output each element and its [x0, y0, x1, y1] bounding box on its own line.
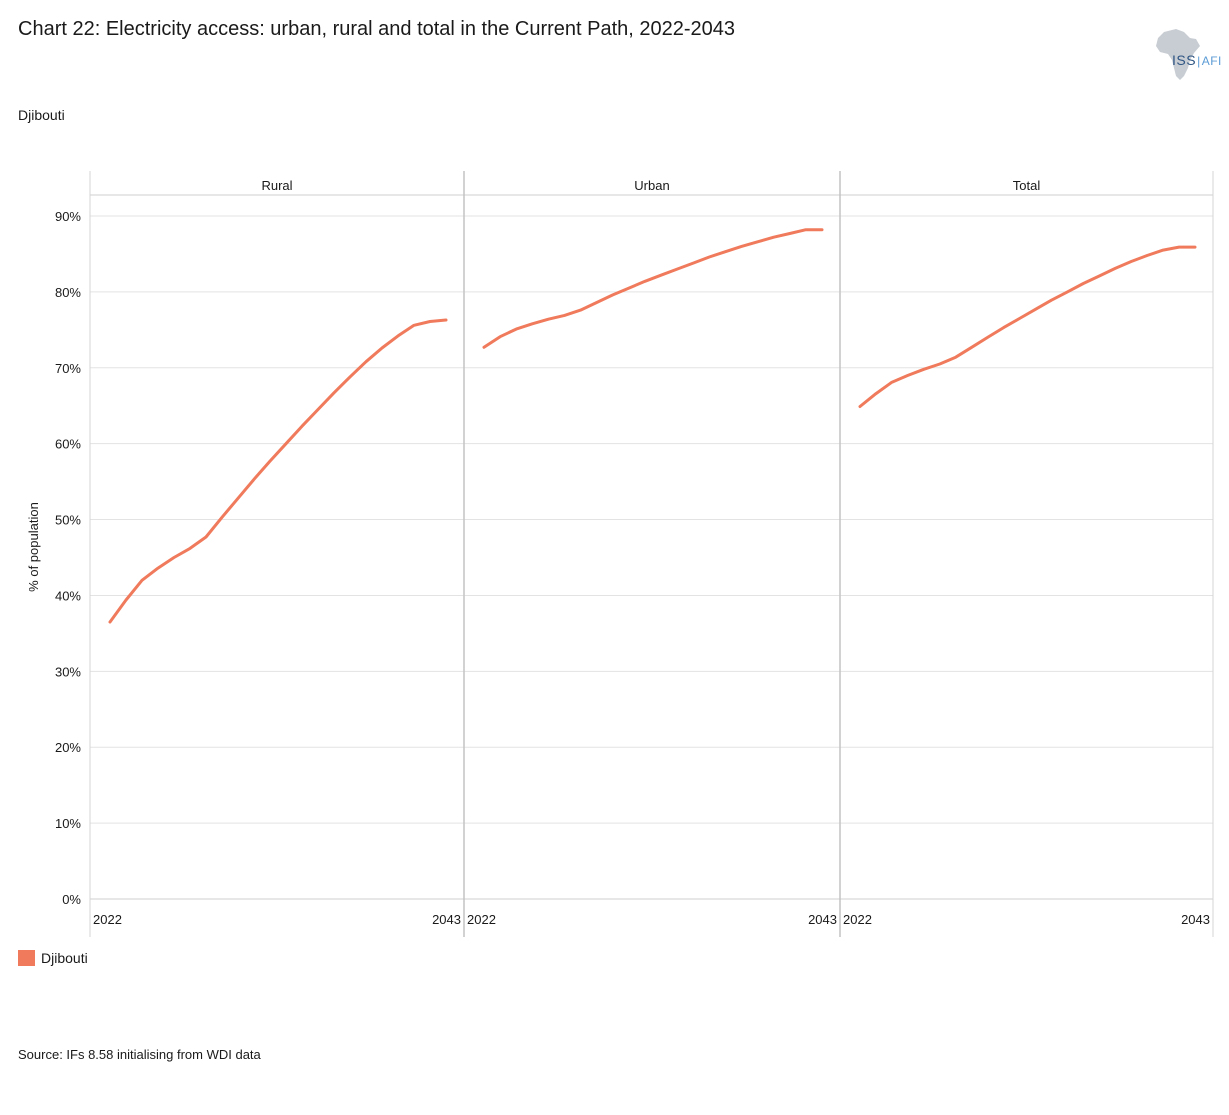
- series-line-total: [858, 245, 1197, 408]
- y-tick-label: 40%: [55, 588, 81, 603]
- y-axis-label: % of population: [26, 502, 41, 592]
- y-tick-label: 60%: [55, 437, 81, 452]
- legend-swatch: [18, 950, 35, 966]
- panel-title-urban: Urban: [634, 178, 669, 193]
- y-tick-label: 80%: [55, 285, 81, 300]
- y-tick-label: 90%: [55, 209, 81, 224]
- series-line-rural: [108, 318, 448, 624]
- panel-title-total: Total: [1013, 178, 1041, 193]
- logo-suffix-text: AFI: [1201, 54, 1222, 68]
- series-line-urban: [482, 228, 824, 349]
- x-tick-label: 2043: [432, 912, 461, 927]
- y-tick-label: 50%: [55, 513, 81, 528]
- x-tick-label: 2022: [467, 912, 496, 927]
- x-tick-label: 2022: [93, 912, 122, 927]
- panel-title-rural: Rural: [261, 178, 292, 193]
- y-tick-label: 70%: [55, 361, 81, 376]
- y-tick-label: 20%: [55, 740, 81, 755]
- chart-subtitle: Djibouti: [18, 107, 65, 123]
- x-tick-label: 2043: [1181, 912, 1210, 927]
- chart-area: 0% 10% 20% 30% 40% 50% 60% 70% 80% 90% % of popula…: [26, 171, 1214, 937]
- logo-iss-text: ISS: [1172, 52, 1197, 68]
- legend-label: Djibouti: [41, 950, 88, 966]
- y-tick-label: 0%: [62, 892, 81, 907]
- x-tick-label: 2043: [808, 912, 837, 927]
- legend: Djibouti: [18, 950, 88, 966]
- y-tick-label: 30%: [55, 664, 81, 679]
- y-tick-label: 10%: [55, 816, 81, 831]
- chart-title: Chart 22: Electricity access: urban, rur…: [18, 18, 736, 40]
- x-tick-label: 2022: [843, 912, 872, 927]
- logo-text: ISS|AFI: [1172, 52, 1222, 68]
- source-note: Source: IFs 8.58 initialising from WDI d…: [18, 1047, 261, 1062]
- iss-logo: ISS|AFI: [1150, 26, 1222, 82]
- africa-map-icon: [1156, 29, 1200, 80]
